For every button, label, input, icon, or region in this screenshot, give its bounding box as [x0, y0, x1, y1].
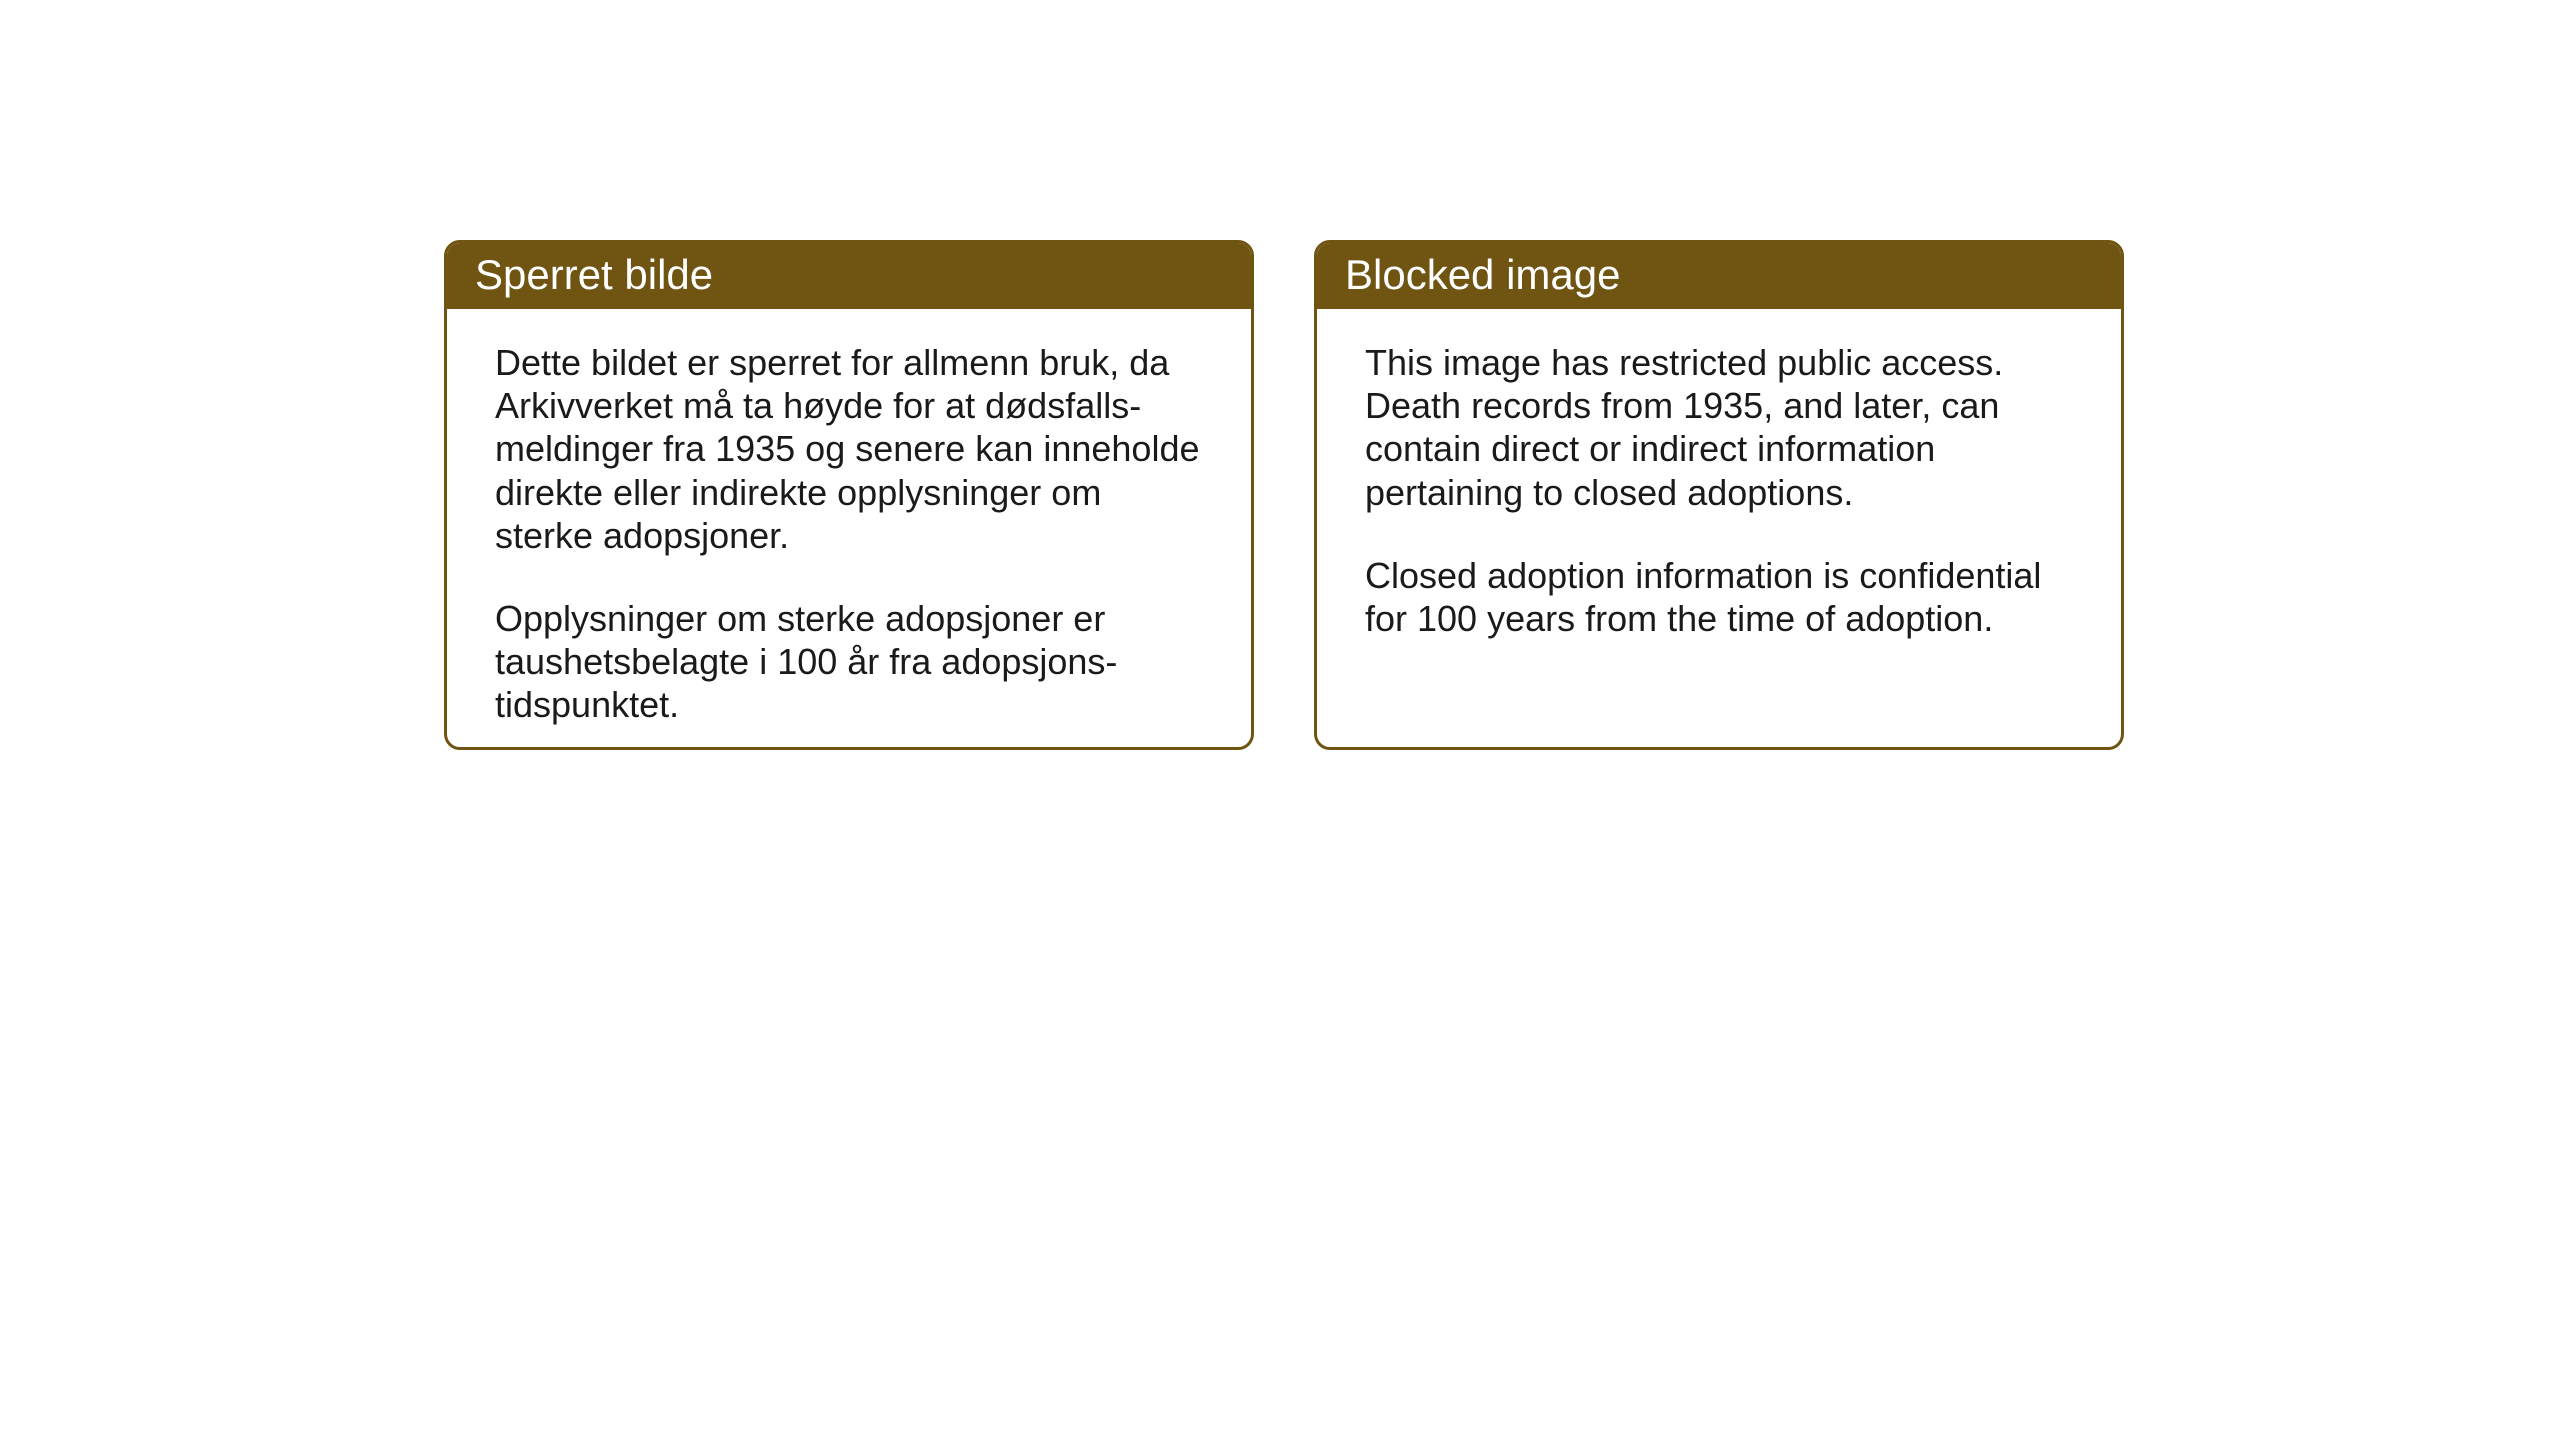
- card-paragraph-2-english: Closed adoption information is confident…: [1365, 554, 2073, 640]
- notice-card-norwegian: Sperret bilde Dette bildet er sperret fo…: [444, 240, 1254, 750]
- notice-container: Sperret bilde Dette bildet er sperret fo…: [444, 240, 2124, 750]
- card-paragraph-2-norwegian: Opplysninger om sterke adopsjoner er tau…: [495, 597, 1203, 727]
- card-paragraph-1-norwegian: Dette bildet er sperret for allmenn bruk…: [495, 341, 1203, 557]
- card-header-norwegian: Sperret bilde: [447, 243, 1251, 309]
- notice-card-english: Blocked image This image has restricted …: [1314, 240, 2124, 750]
- card-header-english: Blocked image: [1317, 243, 2121, 309]
- card-paragraph-1-english: This image has restricted public access.…: [1365, 341, 2073, 514]
- card-body-norwegian: Dette bildet er sperret for allmenn bruk…: [447, 309, 1251, 750]
- card-body-english: This image has restricted public access.…: [1317, 309, 2121, 712]
